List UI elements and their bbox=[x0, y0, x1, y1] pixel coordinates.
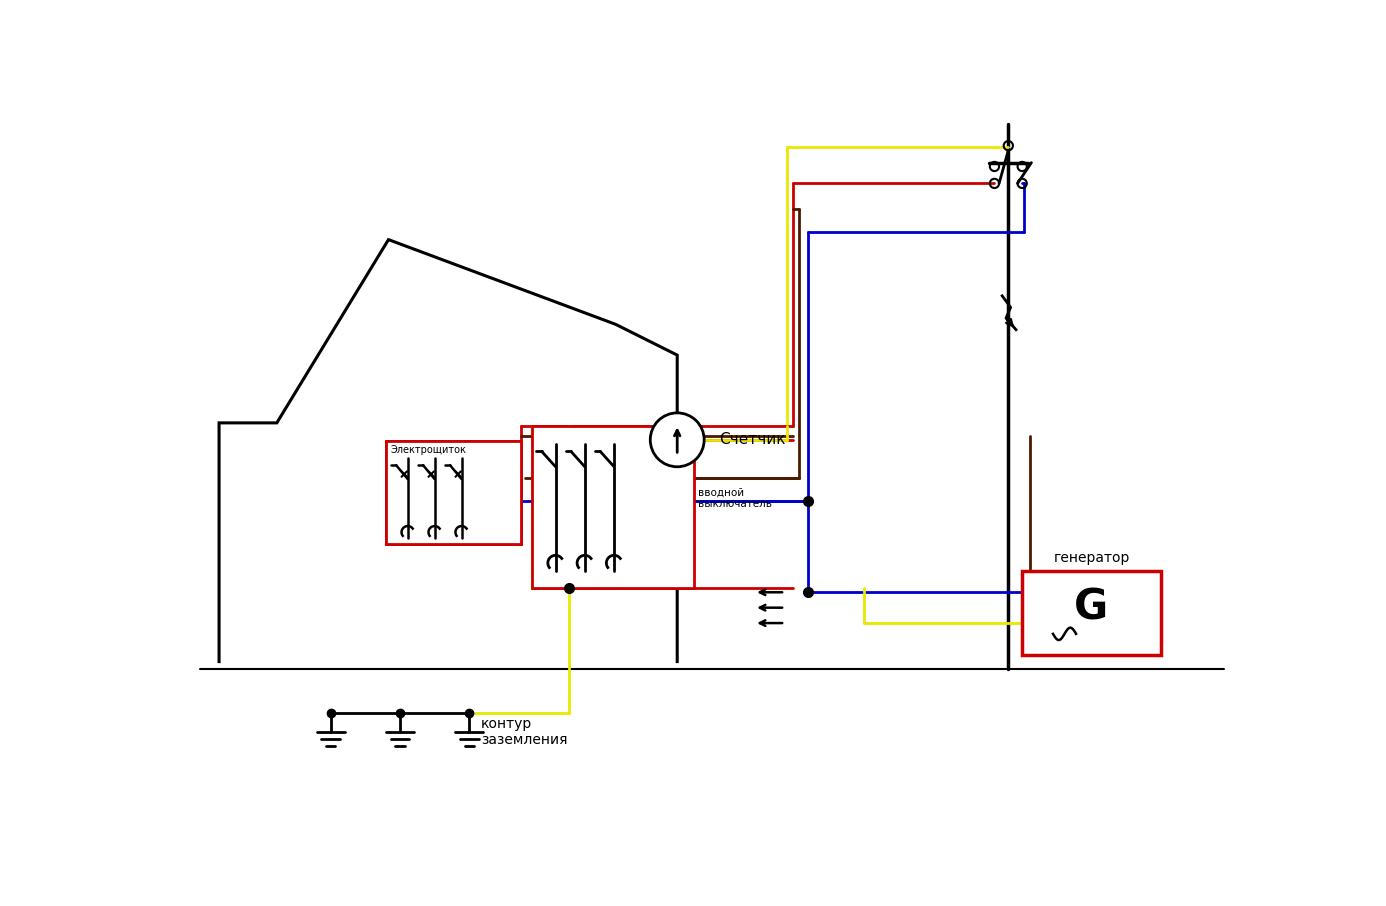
Text: Электрощиток: Электрощиток bbox=[389, 445, 466, 455]
Text: контур
заземления: контур заземления bbox=[481, 717, 567, 747]
Bar bbox=[1023, 571, 1161, 655]
Text: G: G bbox=[1074, 587, 1109, 629]
Text: генератор: генератор bbox=[1053, 551, 1130, 564]
Bar bbox=[532, 426, 694, 588]
Circle shape bbox=[650, 413, 704, 467]
Bar bbox=[387, 441, 521, 544]
Text: вводной
выключатель: вводной выключатель bbox=[699, 487, 772, 509]
Text: Счетчик: Счетчик bbox=[719, 432, 786, 448]
